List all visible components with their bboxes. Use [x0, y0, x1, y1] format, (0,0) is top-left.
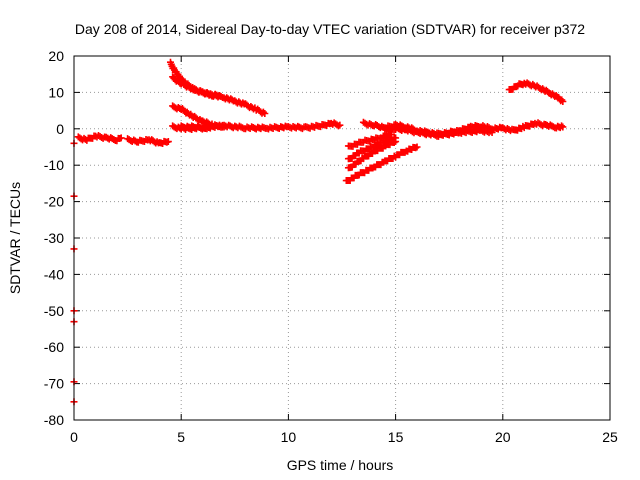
data-point-early-cluster-2: [164, 138, 172, 146]
data-point-afternoon-near-zero: [559, 123, 567, 131]
axis-ticks: 0 5 10 15 20 25 20 10 0 -10 -20 -30 -40 -50 -60 -70 -80: [44, 48, 618, 445]
data-point-line-neg-1: [413, 143, 421, 151]
x-tick-label: 25: [602, 429, 618, 445]
y-tick-label: -40: [44, 266, 64, 282]
data-point-arc-upper-mid: [259, 108, 267, 116]
plot-frame: [73, 55, 611, 421]
y-tick-label: -10: [44, 157, 64, 173]
chart-title: Day 208 of 2014, Sidereal Day-to-day VTE…: [75, 21, 585, 37]
y-tick-label: -50: [44, 303, 64, 319]
x-tick-label: 15: [388, 429, 404, 445]
data-point-gap-low: [203, 125, 211, 133]
data-point-afternoon-upper: [488, 128, 496, 136]
data-point-arc-upper-mid: [261, 110, 269, 118]
y-tick-label: -80: [44, 412, 64, 428]
y-tick-label: 0: [56, 121, 64, 137]
data-point-afternoon-near-zero: [558, 122, 566, 130]
grid-lines: [74, 56, 610, 420]
y-tick-label: -70: [44, 376, 64, 392]
x-tick-label: 20: [495, 429, 511, 445]
x-tick-label: 5: [177, 429, 185, 445]
y-tick-label: -20: [44, 194, 64, 210]
data-point-near-zero-main: [336, 121, 344, 129]
y-tick-label: -60: [44, 339, 64, 355]
data-point-early-near-zero: [117, 134, 125, 142]
y-tick-label: 20: [48, 48, 64, 64]
x-tick-label: 10: [281, 429, 297, 445]
data-point-line-neg-1: [412, 144, 420, 152]
y-tick-label: 10: [48, 84, 64, 100]
data-point-afternoon-upper: [487, 127, 495, 135]
x-axis-label: GPS time / hours: [287, 457, 394, 473]
x-tick-label: 0: [70, 429, 78, 445]
data-points: [70, 58, 567, 406]
data-point-arc-late: [559, 98, 567, 105]
data-point-line-neg-3: [392, 134, 400, 142]
y-tick-label: -30: [44, 230, 64, 246]
y-axis-label: SDTVAR / TECUs: [7, 182, 23, 294]
